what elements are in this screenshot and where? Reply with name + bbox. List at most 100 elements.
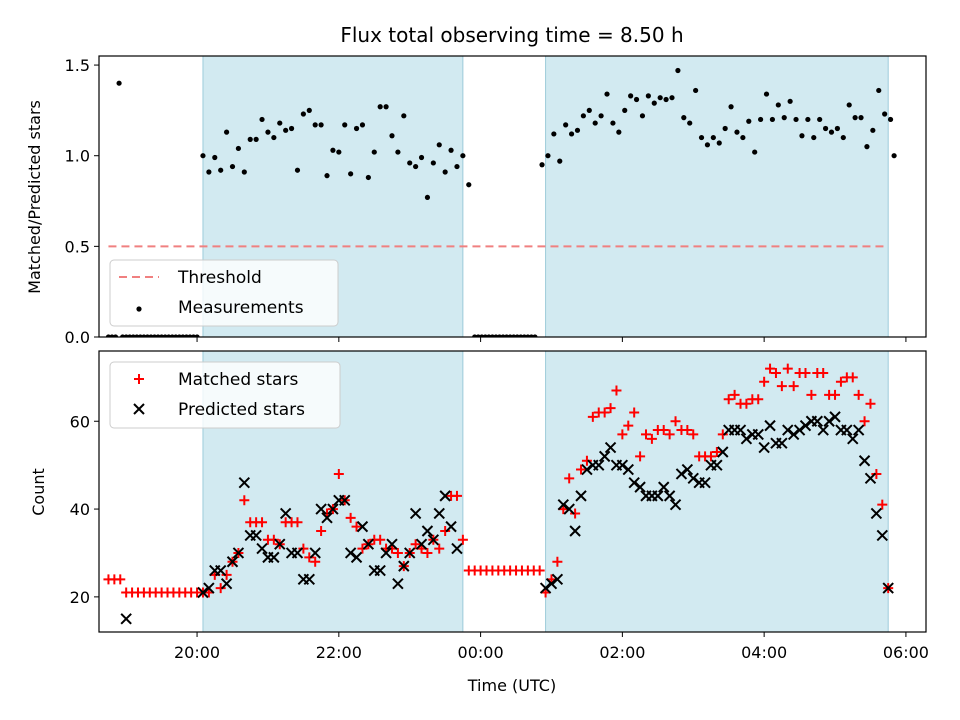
predicted-stars-point [841, 424, 853, 436]
measurement-point [633, 96, 640, 103]
measurement-point [846, 102, 852, 108]
y-tick-label: 1.5 [65, 56, 90, 75]
matched-stars-point [257, 517, 268, 528]
predicted-stars-point [658, 481, 670, 493]
measurement-point [604, 91, 610, 97]
matched-stars-point [587, 411, 598, 422]
legend-box [109, 259, 339, 327]
predicted-stars-point [545, 577, 558, 590]
matched-stars-point [670, 416, 681, 427]
matched-stars-point [292, 517, 303, 528]
axes-frame [98, 55, 927, 338]
measurement-point [710, 134, 716, 141]
matched-stars-point [759, 376, 770, 387]
measurement-point [557, 158, 563, 164]
measurement-point [241, 169, 247, 175]
predicted-stars-point [776, 437, 788, 449]
matched-stars-point [629, 407, 640, 418]
measurement-point [740, 134, 746, 141]
matched-stars-point [711, 446, 722, 457]
measurement-point [586, 107, 592, 113]
measurement-point [288, 125, 295, 132]
matched-stars-point [375, 534, 386, 545]
x-tick-label: 04:00 [741, 643, 787, 662]
predicted-stars-point [274, 538, 286, 550]
observing-window-2 [545, 351, 889, 632]
matched-stars-point [581, 455, 592, 466]
measurement-point [235, 145, 242, 152]
matched-stars-point [570, 508, 581, 519]
predicted-stars-point [220, 577, 233, 590]
predicted-stars-point [327, 503, 339, 515]
matched-stars-point [298, 543, 309, 554]
predicted-stars-point [687, 472, 699, 485]
matched-stars-point [115, 574, 126, 585]
matched-stars-point [830, 389, 841, 400]
matched-stars-point [806, 389, 817, 400]
bottom-y-axis-label: Count [29, 468, 48, 516]
matched-stars-point [729, 389, 740, 400]
x-tick-label: 06:00 [883, 643, 929, 662]
matched-stars-point [818, 367, 829, 378]
predicted-stars-point [238, 477, 251, 489]
predicted-stars-point [374, 564, 386, 577]
matched-stars-point [688, 429, 699, 440]
top-panel: 0.0 0.5 1.0 1.5 [65, 55, 927, 347]
matched-stars-point [871, 468, 882, 479]
measurement-point [728, 104, 734, 110]
predicted-stars-point [764, 419, 776, 432]
matched-stars-point [316, 526, 327, 537]
measurement-point [775, 102, 781, 108]
measurement-point [413, 163, 419, 170]
measurement-point [876, 87, 882, 94]
predicted-stars-point [876, 529, 888, 542]
measurement-point [460, 153, 466, 159]
matched-stars-point [534, 565, 545, 576]
measurement-point [401, 113, 407, 119]
measurement-point [389, 133, 395, 139]
matched-stars-point [705, 451, 716, 462]
measurement-point [206, 169, 212, 175]
matched-stars-point [599, 407, 610, 418]
measurement-point [265, 129, 271, 135]
predicted-stars-point [581, 463, 593, 476]
legend-label: Predicted stars [178, 400, 305, 420]
predicted-stars-point [663, 490, 676, 502]
predicted-stars-point [445, 520, 457, 533]
predicted-stars-point [793, 424, 806, 436]
predicted-stars-point [120, 613, 132, 625]
measurement-point [253, 136, 259, 142]
measurement-point [306, 107, 312, 113]
predicted-stars-point [634, 481, 646, 493]
predicted-stars-point [787, 428, 800, 441]
predicted-stars-point [604, 441, 617, 454]
measurement-point [563, 122, 569, 128]
measurement-point [371, 149, 377, 155]
predicted-stars-point [291, 547, 304, 559]
predicted-stars-point [398, 560, 410, 572]
measurement-point [377, 104, 383, 110]
matched-stars-point [422, 547, 433, 558]
matched-stars-point [611, 385, 622, 396]
matched-stars-point [658, 425, 669, 436]
x-tick-label: 20:00 [174, 643, 220, 662]
measurement-point [657, 95, 663, 101]
measurement-point [383, 104, 389, 110]
measurement-point [722, 125, 728, 132]
measurement-point [212, 154, 218, 161]
matched-stars-point [440, 526, 451, 537]
predicted-stars-point [356, 520, 369, 533]
predicted-stars-point [256, 542, 268, 555]
measurement-point [669, 95, 675, 101]
measurement-point [622, 107, 628, 113]
predicted-stars-point [250, 529, 262, 542]
measurement-point [822, 125, 829, 132]
y-tick-label: 40 [70, 500, 90, 519]
matched-stars-point [605, 403, 616, 414]
predicted-stars-point [711, 459, 723, 471]
matched-stars-point [345, 512, 356, 523]
matched-stars-point [723, 394, 734, 405]
measurement-point [834, 125, 840, 132]
matched-stars-point [457, 534, 468, 545]
predicted-stars-point [799, 419, 812, 432]
